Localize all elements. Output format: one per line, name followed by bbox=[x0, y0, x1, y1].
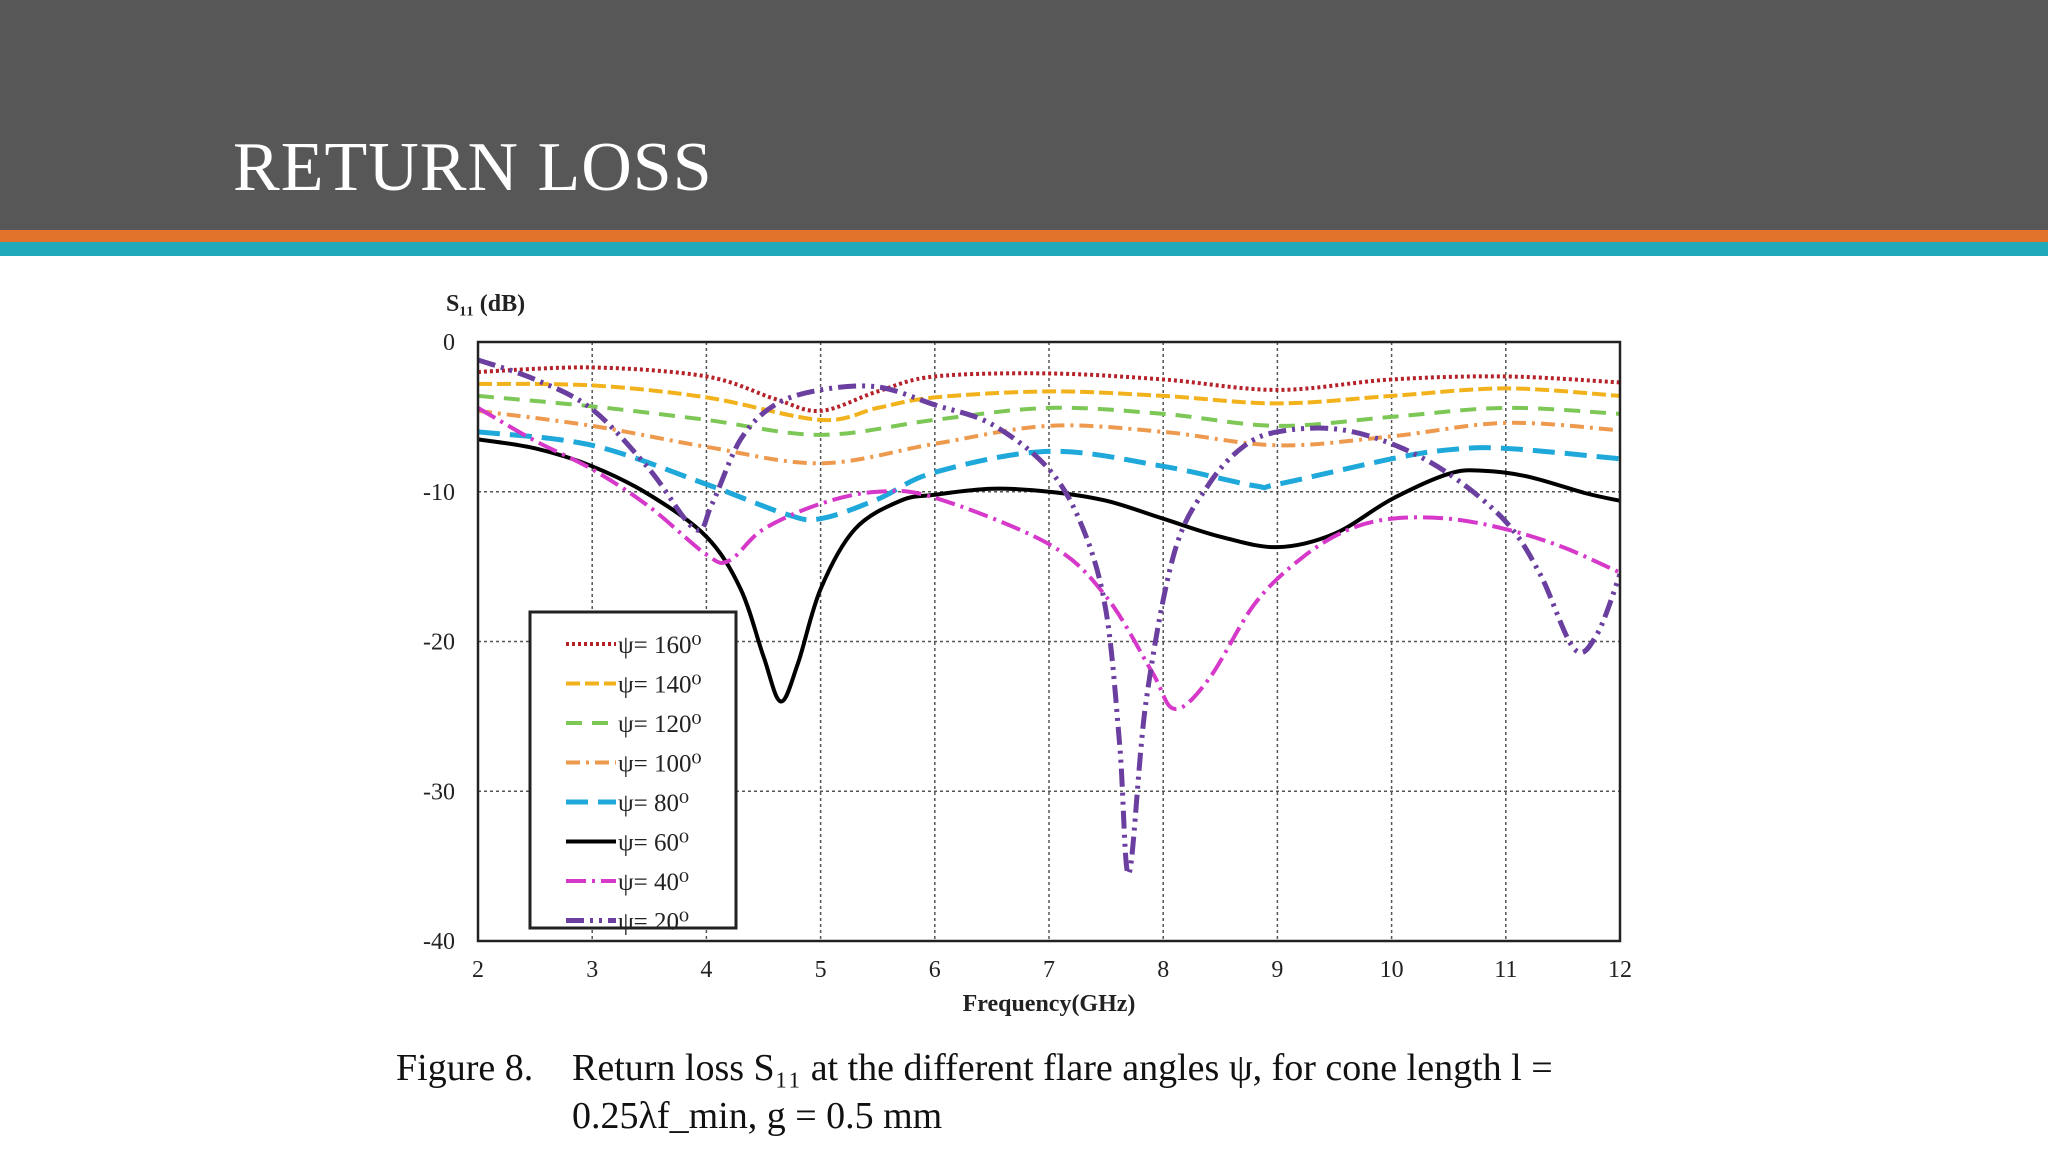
axes-frame bbox=[476, 340, 1622, 943]
legend-label-6: ψ= 40⁰ bbox=[618, 869, 689, 896]
series-line-4 bbox=[478, 429, 1620, 523]
return-loss-chart: 2 3 4 5 6 7 8 9 10 11 12 0 -10 -20 -30 -40 S₁₁ (dB) Frequ… bbox=[423, 291, 1632, 1017]
x-tick-label: 6 bbox=[929, 957, 941, 983]
series-line-3 bbox=[478, 408, 1620, 466]
x-tick-label: 7 bbox=[1043, 957, 1055, 983]
y-axis-label: S₁₁ (dB) bbox=[446, 291, 525, 317]
legend-box bbox=[528, 610, 738, 930]
legend-label-4: ψ= 80⁰ bbox=[618, 790, 689, 817]
x-tick-label: 11 bbox=[1494, 957, 1517, 983]
legend-label-5: ψ= 60⁰ bbox=[618, 830, 689, 857]
x-tick-label: 3 bbox=[586, 957, 598, 983]
series-line-0 bbox=[478, 365, 1620, 413]
series-line-6 bbox=[478, 406, 1620, 711]
x-tick-label: 8 bbox=[1157, 957, 1169, 983]
caption-label: Figure 8. bbox=[396, 1047, 534, 1089]
series-line-2 bbox=[478, 393, 1620, 437]
x-tick-label: 10 bbox=[1380, 957, 1404, 983]
accent-stripe-teal bbox=[0, 242, 2048, 256]
series-line-7 bbox=[478, 357, 1620, 877]
slide-title: RETURN LOSS bbox=[233, 129, 713, 206]
y-tick-label: -30 bbox=[423, 779, 455, 805]
legend-label-0: ψ= 160⁰ bbox=[618, 632, 702, 659]
series-line-5 bbox=[478, 437, 1620, 704]
x-tick-label: 9 bbox=[1271, 957, 1283, 983]
x-tick-label: 12 bbox=[1608, 957, 1632, 983]
legend-label-3: ψ= 100⁰ bbox=[618, 751, 702, 778]
caption-line-2: 0.25λf_min, g = 0.5 mm bbox=[572, 1095, 943, 1137]
x-tick-label: 4 bbox=[700, 957, 712, 983]
title-banner bbox=[0, 0, 2048, 230]
x-axis-label: Frequency(GHz) bbox=[963, 991, 1136, 1017]
series-line-1 bbox=[478, 381, 1620, 423]
legend-label-1: ψ= 140⁰ bbox=[618, 672, 702, 699]
x-tick-label: 5 bbox=[815, 957, 827, 983]
legend-label-7: ψ= 20⁰ bbox=[618, 909, 689, 936]
y-tick-label: -10 bbox=[423, 480, 455, 506]
y-tick-label: -20 bbox=[423, 630, 455, 656]
y-tick-label: 0 bbox=[443, 330, 455, 356]
y-tick-label: -40 bbox=[423, 929, 455, 955]
caption-line-1: Return loss S₁₁ at the different flare a… bbox=[572, 1047, 1553, 1089]
accent-stripe-orange bbox=[0, 230, 2048, 242]
legend-label-2: ψ= 120⁰ bbox=[618, 711, 702, 738]
figure-caption: Figure 8. Return loss S₁₁ at the differen… bbox=[396, 1044, 1666, 1140]
x-tick-label: 2 bbox=[472, 957, 484, 983]
